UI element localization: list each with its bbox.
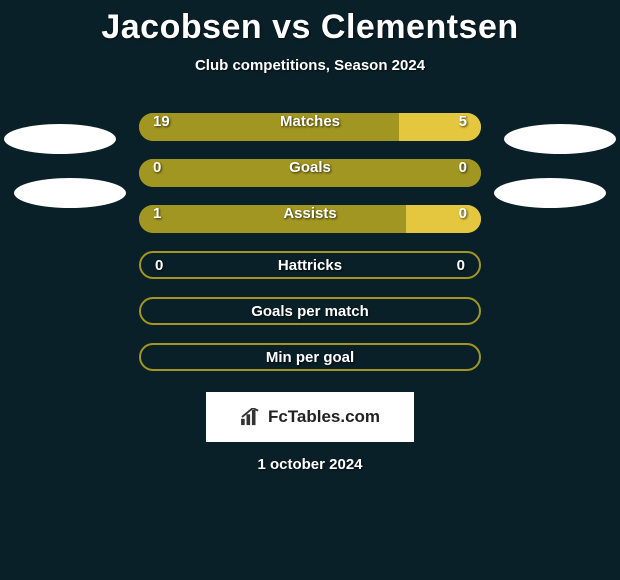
stat-value-left: 19 [153,113,170,130]
stat-bar: Matches195 [139,113,481,141]
stat-row: Hattricks0 0 [0,242,620,288]
stat-bar-right [399,113,481,141]
stat-bar-left [139,159,481,187]
stat-label: Goals per match [141,303,479,320]
stat-bar-outline: Goals per match [139,297,481,325]
stat-row: Goals00 [0,150,620,196]
stat-row: Min per goal [0,334,620,380]
stat-bar-outline: Min per goal [139,343,481,371]
stat-value-left: 0 [153,159,161,176]
stat-value-right: 5 [459,113,467,130]
page-subtitle: Club competitions, Season 2024 [0,57,620,74]
stat-bar-outline: Hattricks0 0 [139,251,481,279]
stat-bar-left [139,205,406,233]
stat-value-right: 0 [459,205,467,222]
brand-text: FcTables.com [268,407,380,427]
stat-bar-left [139,113,399,141]
stat-label: Min per goal [141,349,479,366]
stats-container: Matches195Goals00Assists10Hattricks00Goa… [0,104,620,380]
stat-value-right: 0 [459,159,467,176]
date-text: 1 october 2024 [0,456,620,473]
stat-row: Matches195 [0,104,620,150]
stat-bar-right [406,205,481,233]
stat-value-right: 0 [457,257,465,274]
stat-bar: Goals00 [139,159,481,187]
chart-icon [240,408,262,426]
page-title: Jacobsen vs Clementsen [0,0,620,47]
stat-row: Goals per match [0,288,620,334]
stat-value-left: 0 [155,257,163,274]
stat-row: Assists10 [0,196,620,242]
stat-value-left: 1 [153,205,161,222]
stat-label: Hattricks [141,257,479,274]
stat-bar: Assists10 [139,205,481,233]
brand-badge: FcTables.com [206,392,414,442]
